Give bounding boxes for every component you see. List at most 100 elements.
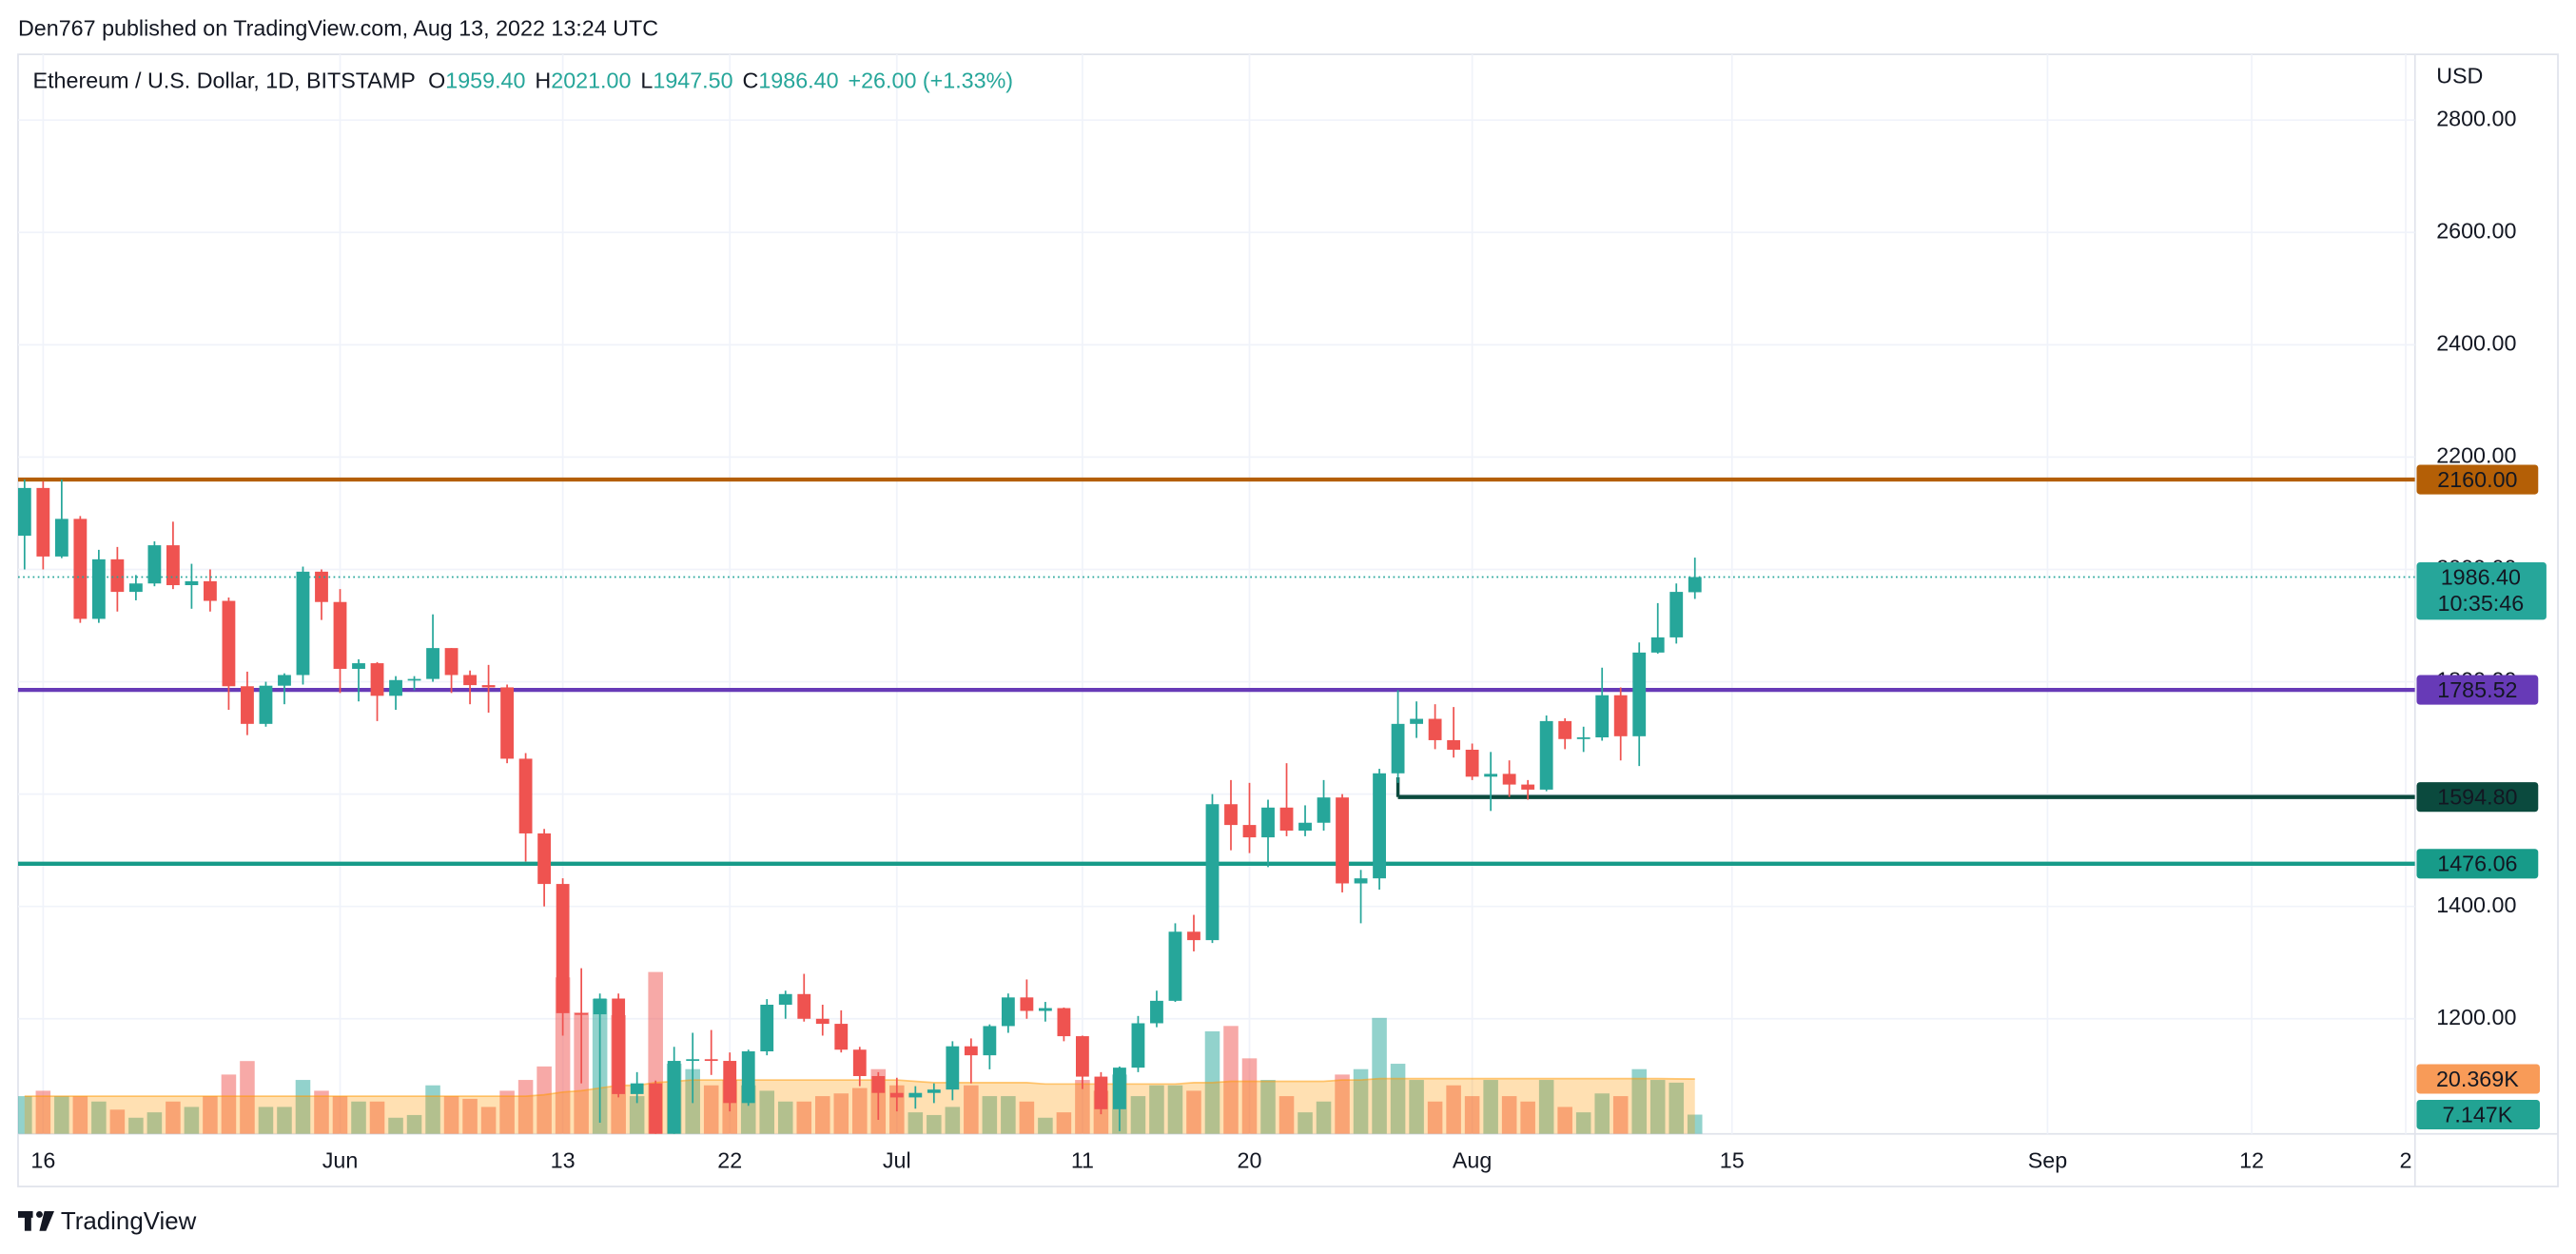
x-tick-label: 13 bbox=[551, 1147, 576, 1172]
volume-bar bbox=[35, 1090, 51, 1134]
volume-bar bbox=[629, 1096, 645, 1134]
candle-body bbox=[315, 571, 328, 602]
volume-bar bbox=[1669, 1082, 1685, 1134]
candle-body bbox=[630, 1083, 644, 1094]
candle-body bbox=[407, 678, 421, 681]
volume-bar bbox=[852, 1087, 868, 1134]
candle-body bbox=[1373, 773, 1386, 879]
candle-body bbox=[166, 545, 180, 586]
candle-body bbox=[1669, 592, 1684, 637]
candle-body bbox=[1447, 739, 1461, 750]
volume-bar bbox=[351, 1101, 366, 1134]
volume-bar bbox=[91, 1101, 107, 1134]
candle-body bbox=[1242, 825, 1257, 838]
volume-bar bbox=[128, 1117, 144, 1134]
x-tick-label: 12 bbox=[2239, 1147, 2264, 1172]
currency-label: USD bbox=[2436, 63, 2483, 88]
volume-bar bbox=[388, 1117, 403, 1134]
volume-bar bbox=[1483, 1080, 1498, 1134]
candle-body bbox=[185, 580, 199, 586]
candle-body bbox=[1113, 1068, 1126, 1109]
candle-body bbox=[1131, 1023, 1145, 1068]
volume-bar bbox=[480, 1107, 497, 1134]
candle-body bbox=[1502, 774, 1516, 785]
volume-bar bbox=[240, 1061, 255, 1134]
level-badge-label: 2160.00 bbox=[2437, 467, 2517, 492]
volume-bar bbox=[1130, 1096, 1146, 1134]
candle-body bbox=[797, 993, 811, 1019]
axes: 1200.001400.001600.001800.002000.002200.… bbox=[30, 106, 2547, 1172]
candle-body bbox=[370, 663, 384, 696]
symbol-legend: Ethereum / U.S. Dollar, 1D, BITSTAMP O19… bbox=[33, 69, 1014, 93]
volume-bar bbox=[759, 1090, 775, 1134]
candle-body bbox=[964, 1046, 978, 1056]
candle-body bbox=[1354, 878, 1368, 884]
candle-body bbox=[204, 580, 217, 601]
volume-bar bbox=[258, 1107, 274, 1134]
y-tick-label: 2400.00 bbox=[2436, 330, 2516, 355]
volume-bar bbox=[221, 1074, 237, 1134]
candle-body bbox=[278, 675, 291, 686]
volume-bar bbox=[1687, 1114, 1703, 1134]
volume-bar bbox=[1427, 1101, 1443, 1134]
y-tick-label: 2600.00 bbox=[2436, 218, 2516, 243]
candle-body bbox=[778, 993, 792, 1006]
candle-body bbox=[1650, 637, 1665, 653]
candle-body bbox=[1279, 807, 1294, 831]
volume-bar bbox=[1538, 1080, 1554, 1134]
volume-bar bbox=[982, 1096, 998, 1134]
level-badge bbox=[2416, 675, 2539, 705]
candle-body bbox=[1576, 737, 1590, 739]
x-tick-label: 15 bbox=[1720, 1147, 1745, 1172]
candle-body bbox=[1057, 1008, 1071, 1037]
volume-bar bbox=[1390, 1064, 1406, 1134]
y-tick-label: 2200.00 bbox=[2436, 443, 2516, 468]
volume-bar bbox=[517, 1080, 534, 1134]
x-tick-label: 22 bbox=[717, 1147, 742, 1172]
y-tick-label: 1200.00 bbox=[2436, 1005, 2516, 1029]
candle-body bbox=[1076, 1036, 1089, 1077]
volume-bar bbox=[1631, 1068, 1647, 1134]
volume-badge-label: 20.369K bbox=[2436, 1067, 2519, 1091]
plot-area bbox=[17, 54, 2415, 1134]
volume-bar bbox=[555, 977, 571, 1134]
candle-body bbox=[110, 558, 125, 593]
volume-bar bbox=[425, 1085, 440, 1134]
level-badge-label: 1476.06 bbox=[2437, 852, 2517, 876]
volume-bar bbox=[1223, 1026, 1239, 1134]
volume-bar bbox=[1019, 1101, 1035, 1134]
candle-body bbox=[222, 600, 236, 687]
candle-body bbox=[91, 558, 106, 619]
candle-body bbox=[1020, 997, 1034, 1011]
candle-body bbox=[946, 1046, 960, 1090]
volume-bar bbox=[1446, 1085, 1461, 1134]
legend-value: 1959.40 bbox=[445, 69, 525, 93]
candle-body bbox=[593, 998, 607, 1015]
candle-body bbox=[1484, 774, 1498, 777]
volume-badge-label: 7.147K bbox=[2442, 1102, 2512, 1127]
footer-brand[interactable]: TradingView bbox=[61, 1208, 197, 1235]
level-badge bbox=[2416, 782, 2539, 813]
candle-body bbox=[927, 1089, 941, 1093]
candle-body bbox=[54, 519, 68, 557]
volume-bar bbox=[1520, 1101, 1535, 1134]
candle-body bbox=[1539, 720, 1553, 790]
candle-body bbox=[296, 571, 310, 676]
volume-bar bbox=[443, 1096, 459, 1134]
chart-frame bbox=[17, 53, 2559, 1187]
volume-bar bbox=[1372, 1017, 1387, 1134]
volume-ma-area bbox=[24, 1078, 1695, 1134]
volume-bar bbox=[1316, 1101, 1332, 1134]
candle-body bbox=[612, 998, 626, 1094]
candle-body bbox=[1298, 822, 1312, 831]
volume-bar bbox=[1612, 1096, 1629, 1134]
volume-bar bbox=[1464, 1096, 1480, 1134]
candle-body bbox=[17, 487, 31, 537]
tradingview-logo bbox=[17, 1210, 54, 1231]
volume-bar bbox=[1501, 1096, 1517, 1134]
legend-label: O bbox=[428, 69, 445, 93]
last-price-label: 1986.40 bbox=[2441, 564, 2521, 589]
level-badge bbox=[2416, 464, 2539, 495]
x-tick-label: Sep bbox=[2028, 1147, 2067, 1172]
